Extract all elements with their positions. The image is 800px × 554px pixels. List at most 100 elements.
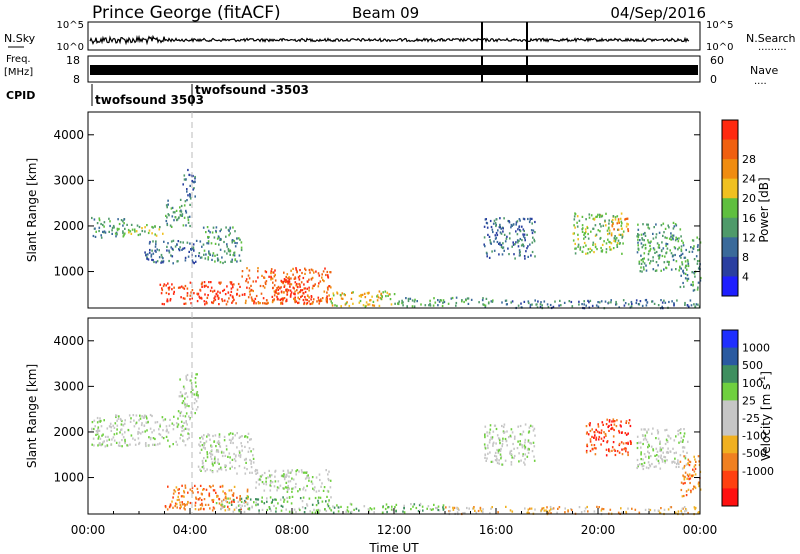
- power-cell: [693, 258, 696, 261]
- velocity-cell: [259, 478, 261, 481]
- velocity-cell: [232, 432, 234, 435]
- power-cell: [277, 298, 279, 301]
- velocity-cell: [387, 506, 389, 509]
- power-cell: [102, 230, 104, 233]
- velocity-cell: [648, 452, 650, 455]
- power-cell: [255, 280, 257, 283]
- velocity-cell: [231, 494, 234, 497]
- power-cell: [191, 179, 193, 183]
- power-cell: [649, 247, 652, 250]
- power-cell: [463, 300, 465, 304]
- power-cell: [618, 233, 621, 236]
- velocity-cell: [144, 414, 147, 417]
- velocity-cell: [132, 437, 134, 440]
- velocity-cell: [195, 497, 198, 500]
- power-cell: [483, 225, 486, 228]
- velocity-cell: [211, 509, 214, 512]
- velocity-cell: [468, 507, 470, 510]
- power-cell: [103, 221, 106, 224]
- velocity-cell: [449, 509, 451, 513]
- velocity-cell: [321, 500, 324, 503]
- power-cell: [499, 217, 501, 220]
- velocity-cell: [628, 422, 630, 425]
- power-cell: [181, 214, 183, 217]
- power-cell: [279, 298, 281, 301]
- velocity-cell: [688, 478, 690, 481]
- power-cell: [302, 292, 305, 295]
- power-cell: [502, 227, 504, 230]
- velocity-cell: [212, 489, 215, 492]
- power-cell: [700, 276, 702, 280]
- velocity-cell: [133, 425, 136, 428]
- velocity-cell: [103, 440, 105, 443]
- power-cell: [697, 303, 699, 306]
- velocity-cell: [244, 472, 247, 475]
- velocity-cell: [678, 465, 680, 468]
- velocity-cell: [694, 473, 697, 476]
- velocity-cell: [644, 455, 647, 458]
- velocity-cell: [545, 509, 547, 512]
- power-cell: [240, 248, 243, 252]
- velocity-cell: [625, 450, 627, 453]
- power-cell: [208, 250, 210, 253]
- power-cell: [217, 258, 220, 261]
- velocity-cell: [516, 447, 519, 450]
- velocity-cell: [667, 508, 670, 511]
- power-cell: [486, 222, 489, 225]
- velocity-cell: [179, 437, 181, 440]
- power-cell: [187, 255, 190, 258]
- power-cell: [137, 233, 140, 237]
- power-cell: [239, 238, 241, 241]
- power-cell: [529, 306, 532, 309]
- velocity-cell: [332, 511, 335, 514]
- velocity-cell: [97, 428, 99, 431]
- velocity-cell: [645, 438, 648, 441]
- velocity-cell: [612, 418, 615, 421]
- velocity-cell: [524, 423, 527, 426]
- power-cell: [218, 243, 220, 246]
- power-cell: [525, 250, 527, 253]
- power-cell: [385, 295, 387, 298]
- velocity-cell: [421, 505, 424, 508]
- velocity-cell: [237, 504, 240, 507]
- power-cell: [612, 247, 615, 250]
- velocity-cell: [675, 435, 677, 438]
- power-ytick-label: 4000: [53, 128, 84, 142]
- velocity-cell: [180, 495, 183, 498]
- power-cell: [365, 301, 368, 304]
- velocity-cell: [605, 423, 608, 426]
- velocity-cell: [181, 501, 183, 504]
- velocity-cell: [681, 467, 684, 470]
- velocity-cell: [595, 438, 597, 441]
- power-cell: [285, 299, 288, 302]
- velocity-cell: [190, 379, 192, 382]
- velocity-cell: [102, 433, 104, 436]
- power-cell: [325, 273, 327, 277]
- power-cell: [364, 305, 367, 308]
- power-cell: [595, 215, 597, 218]
- power-cell: [484, 305, 487, 308]
- velocity-cell: [496, 434, 499, 437]
- power-cell: [168, 259, 170, 263]
- velocity-cell: [600, 431, 603, 435]
- power-cell: [122, 230, 124, 233]
- velocity-cell: [215, 450, 218, 453]
- power-cell: [627, 228, 629, 231]
- power-region-8: [272, 276, 309, 304]
- power-cell: [294, 281, 297, 284]
- power-cell: [228, 234, 230, 237]
- velocity-cell: [645, 466, 648, 469]
- power-cell: [507, 247, 509, 250]
- power-cell: [193, 249, 195, 252]
- velocity-cell: [203, 498, 206, 501]
- velocity-cell: [235, 506, 238, 509]
- power-cell: [612, 215, 615, 218]
- velocity-cell: [190, 411, 192, 414]
- power-cell: [241, 270, 244, 273]
- velocity-cell: [513, 454, 516, 458]
- velocity-cell: [319, 496, 322, 499]
- velocity-cell: [120, 419, 122, 422]
- power-cell: [678, 237, 680, 240]
- power-cell: [644, 299, 647, 302]
- power-cell: [314, 283, 316, 286]
